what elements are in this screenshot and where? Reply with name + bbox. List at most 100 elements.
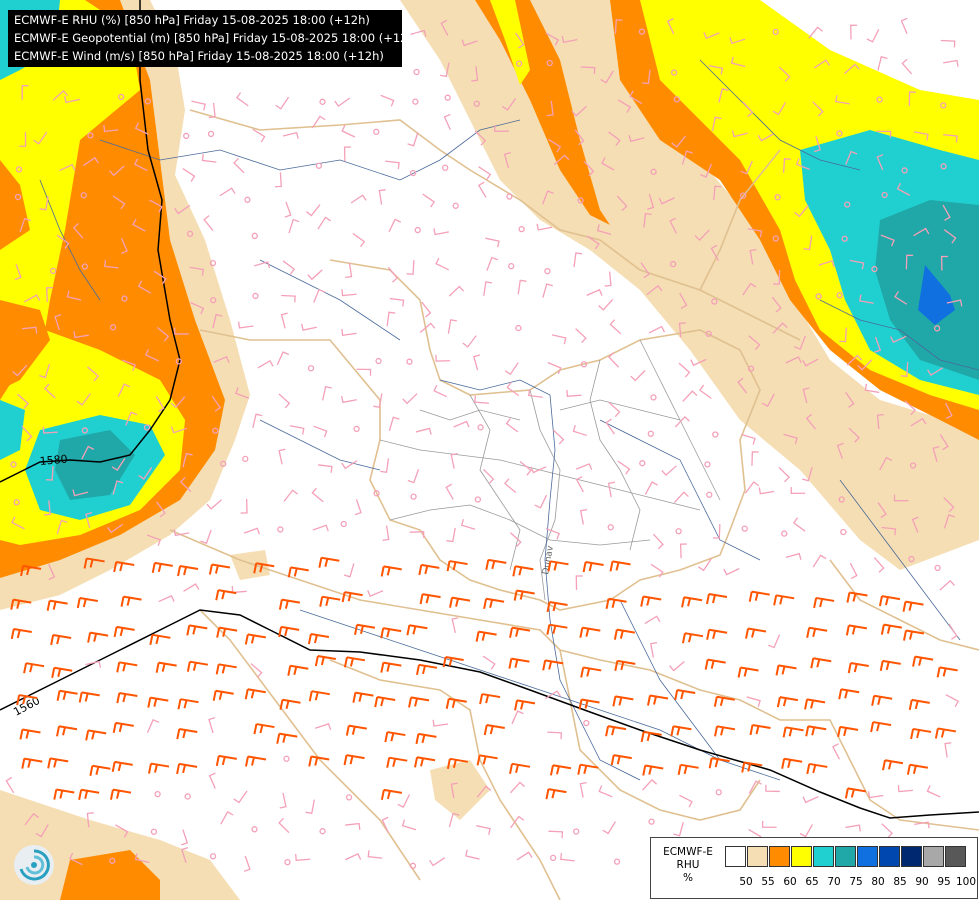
wind-barb-light xyxy=(132,218,146,232)
wind-barb-light xyxy=(69,852,83,866)
wind-calm-circle xyxy=(373,490,380,497)
wind-calm-circle xyxy=(452,202,459,209)
wind-barb-light xyxy=(913,227,930,237)
wind-barb-light xyxy=(643,212,652,228)
wind-barb-light xyxy=(235,387,250,399)
wind-barb-light xyxy=(409,531,425,539)
wind-calm-circle xyxy=(186,230,194,237)
wind-barb-light xyxy=(866,29,880,43)
wind-barb-strong xyxy=(89,764,111,776)
wind-barb-light xyxy=(648,325,666,334)
county-lines xyxy=(379,339,721,601)
wind-calm-circle xyxy=(639,460,646,467)
wind-barb-strong xyxy=(804,698,826,710)
wind-barb-light xyxy=(843,63,860,75)
wind-calm-circle xyxy=(307,365,315,372)
wind-barb-light xyxy=(146,534,162,546)
wind-barb-light xyxy=(345,822,361,830)
wind-barb-light xyxy=(927,367,944,377)
legend-name-unit: % xyxy=(683,872,693,884)
wind-barb-light xyxy=(944,402,953,419)
wind-barb-light xyxy=(350,194,367,204)
wind-barb-light xyxy=(758,487,775,495)
wind-barb-light xyxy=(311,487,324,503)
wind-barb-light xyxy=(536,223,553,231)
wind-barb-light xyxy=(356,368,372,376)
contour-label-1560: 1560 xyxy=(11,694,42,719)
wind-barb-strong xyxy=(934,727,957,739)
wind-barb-light xyxy=(586,288,603,296)
wind-barb-light xyxy=(121,359,136,372)
wind-barb-light xyxy=(45,286,54,302)
wind-barb-light xyxy=(235,92,249,107)
wind-barb-strong xyxy=(545,788,567,800)
wind-barb-light xyxy=(765,784,780,793)
wind-barb-light xyxy=(948,623,958,640)
wind-barb-light xyxy=(182,452,193,468)
wind-barb-light xyxy=(711,116,722,132)
wind-barb-light xyxy=(419,322,436,334)
wind-barb-light xyxy=(608,131,621,146)
wind-barb-light xyxy=(742,101,754,118)
wind-barb-strong xyxy=(78,691,100,703)
wind-barb-light xyxy=(813,136,821,153)
wind-barb-light xyxy=(700,163,713,178)
wind-barb-strong xyxy=(910,727,932,740)
wind-barb-light xyxy=(220,811,234,825)
wind-barb-light xyxy=(617,99,632,113)
wind-barb-light xyxy=(560,852,575,862)
wind-barb-strong xyxy=(314,655,337,667)
wind-barb-strong xyxy=(871,694,893,706)
wind-calm-circle xyxy=(477,424,484,431)
wind-barb-light xyxy=(137,280,152,294)
wind-barb-strong xyxy=(415,663,438,676)
wind-barb-light xyxy=(439,62,450,78)
wind-barb-light xyxy=(605,418,615,435)
wind-barb-light xyxy=(240,498,248,514)
wind-barb-light xyxy=(873,557,885,573)
wind-barb-strong xyxy=(245,755,267,767)
wind-barb-light xyxy=(876,154,884,171)
wind-barb-light xyxy=(596,224,612,236)
wind-barb-light xyxy=(845,391,855,408)
legend-swatch-100 xyxy=(945,846,966,867)
wind-barb-light xyxy=(389,297,405,307)
wind-barb-strong xyxy=(406,624,428,636)
legend-swatch-80 xyxy=(857,846,878,867)
wind-barb-light xyxy=(453,420,470,428)
wind-barb-strong xyxy=(111,760,133,773)
wind-barb-light xyxy=(471,66,479,82)
wind-barb-strong xyxy=(609,560,631,572)
wind-barb-strong xyxy=(806,626,828,638)
contour-label-1560-text: 1560 xyxy=(11,694,42,719)
wind-barb-light xyxy=(462,335,477,348)
wind-barb-light xyxy=(86,812,94,828)
wind-barb-light xyxy=(850,24,858,40)
wind-barb-light xyxy=(571,105,587,117)
wind-barb-light xyxy=(546,100,554,117)
wind-barb-light xyxy=(644,615,661,625)
wind-barb-light xyxy=(805,413,817,430)
wind-barb-light xyxy=(48,563,56,581)
wind-calm-circle xyxy=(474,496,482,503)
wind-barb-light xyxy=(406,260,415,275)
wind-barb-light xyxy=(295,853,311,861)
wind-barb-strong xyxy=(19,728,41,740)
wind-barb-light xyxy=(59,163,76,172)
wind-barb-strong xyxy=(308,755,330,767)
wind-barb-strong xyxy=(912,655,934,667)
wind-barb-light xyxy=(694,229,710,241)
wind-barb-strong xyxy=(116,692,138,704)
wind-barb-strong xyxy=(882,759,904,771)
wind-barb-light xyxy=(72,489,89,497)
wind-barb-light xyxy=(279,792,287,809)
wind-barb-light xyxy=(43,500,51,516)
rhu-legend: ECMWF-E RHU % 50 55 60 65 70 75 80 85 90 95 100 xyxy=(650,837,978,899)
wind-barb-light xyxy=(519,460,532,476)
wind-barb-strong xyxy=(16,694,38,706)
wind-barb-strong xyxy=(708,757,730,769)
wind-barb-light xyxy=(729,37,746,45)
wind-barb-light xyxy=(713,185,722,201)
wind-barb-light xyxy=(203,215,214,231)
wind-barb-strong xyxy=(705,592,728,605)
